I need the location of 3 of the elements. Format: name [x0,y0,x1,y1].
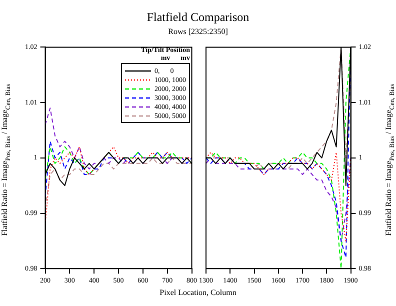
chart-subtitle: Rows [2325:2350] [167,27,229,36]
chart-title: Flatfield Comparison [146,10,250,25]
x-axis-title: Pixel Location, Column [158,288,238,297]
